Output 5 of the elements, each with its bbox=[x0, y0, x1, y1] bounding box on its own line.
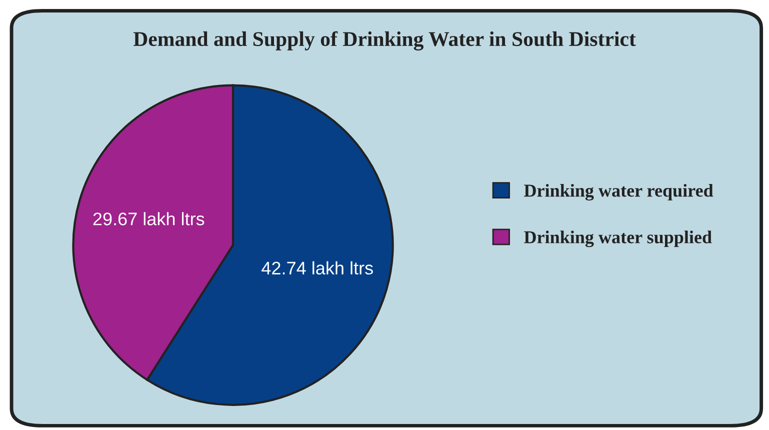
legend-label: Drinking water required bbox=[524, 184, 714, 201]
data-label: 42.74 lakh ltrs bbox=[262, 261, 373, 275]
legend-label: Drinking water supplied bbox=[524, 230, 712, 248]
data-label: 29.67 lakh ltrs bbox=[93, 212, 204, 226]
chart-title: Demand and Supply of Drinking Water in South District bbox=[133, 31, 636, 50]
